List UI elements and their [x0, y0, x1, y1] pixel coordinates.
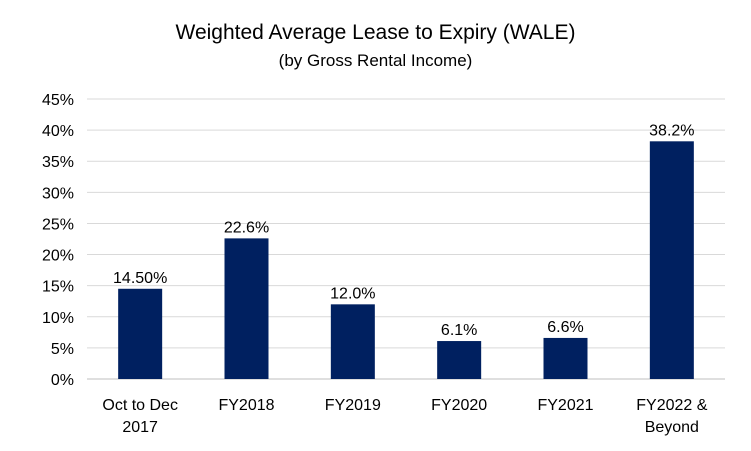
- y-tick-label: 10%: [42, 310, 74, 327]
- data-label: 38.2%: [649, 122, 694, 139]
- data-label: 6.6%: [547, 319, 583, 336]
- data-label: 22.6%: [224, 219, 269, 236]
- y-tick-label: 25%: [42, 216, 74, 233]
- y-tick-label: 45%: [42, 92, 74, 109]
- data-label: 12.0%: [330, 285, 375, 302]
- y-tick-label: 40%: [42, 123, 74, 140]
- data-label: 6.1%: [441, 322, 477, 339]
- chart-subtitle: (by Gross Rental Income): [278, 51, 473, 70]
- x-tick-label: FY2019: [325, 397, 381, 414]
- bar: [437, 341, 482, 379]
- y-tick-label: 5%: [51, 341, 74, 358]
- y-tick-label: 15%: [42, 279, 74, 296]
- y-tick-label: 0%: [51, 372, 74, 389]
- bar: [649, 141, 694, 379]
- x-tick-label: FY2018: [218, 397, 274, 414]
- y-tick-label: 30%: [42, 185, 74, 202]
- x-tick-label: FY2022 &: [636, 397, 707, 414]
- data-label: 14.50%: [113, 270, 167, 287]
- x-tick-label: Oct to Dec: [102, 397, 178, 414]
- bar: [118, 288, 163, 379]
- bar: [543, 337, 588, 379]
- chart-title: Weighted Average Lease to Expiry (WALE): [175, 21, 576, 44]
- x-tick-label: 2017: [122, 419, 158, 436]
- x-tick-label: FY2020: [431, 397, 487, 414]
- y-tick-label: 35%: [42, 154, 74, 171]
- x-tick-label: FY2021: [537, 397, 593, 414]
- bar: [330, 304, 375, 379]
- x-tick-label: Beyond: [645, 419, 699, 436]
- y-tick-label: 20%: [42, 248, 74, 265]
- bar: [224, 238, 269, 379]
